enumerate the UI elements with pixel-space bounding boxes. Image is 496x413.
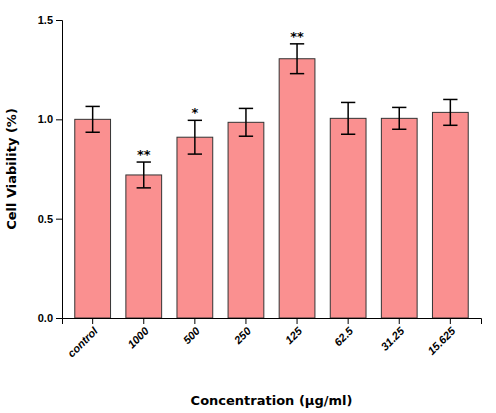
x-tick: control [65,318,101,360]
error-bar-stem [398,107,400,129]
error-bar [443,99,457,125]
significance-label: * [191,105,198,120]
significance-label: ** [137,147,151,162]
x-tick-label: 125 [283,324,305,346]
error-bar-cap [341,133,355,135]
y-tick: 1.0 [38,113,62,125]
x-tick-label: 62.5 [332,324,356,348]
error-bar-stem [347,102,349,134]
error-bar-cap [443,125,457,127]
bar [228,122,264,318]
bar [126,175,162,318]
error-bar [341,102,355,134]
x-tick: 15.625 [425,318,458,357]
x-tick-mark [297,318,298,324]
y-tick-label: 1.0 [38,113,53,125]
error-bar-cap [392,129,406,131]
y-tick-mark [56,119,62,120]
x-tick-label: 1000 [125,324,151,350]
x-tick-label: control [65,324,101,360]
x-tick-label: 250 [231,324,254,347]
y-tick: 0.0 [38,312,62,324]
error-bar-cap [392,107,406,109]
error-bar [239,108,253,136]
error-bar-stem [92,106,94,132]
y-tick-label: 0.5 [38,213,53,225]
marks [75,44,468,318]
bar [330,118,366,318]
x-tick: 250 [231,318,254,347]
error-bar [137,162,151,188]
significance-label: ** [290,29,304,44]
error-bar-cap [239,108,253,110]
x-axis: control 1000 500 250 125 62.5 31.25 15.625 [63,318,482,360]
x-tick-label: 500 [181,324,203,346]
x-tick-label: 15.625 [425,324,458,357]
error-bar-stem [245,108,247,136]
x-tick-mark [245,318,246,324]
y-tick: 1.5 [38,14,62,26]
x-tick: 1000 [125,318,151,350]
x-tick-mark [92,318,93,324]
y-tick: 0.5 [38,213,62,225]
y-axis-line [56,21,63,319]
plot: 0.0 0.5 1.0 1.5 control 1000 500 250 125 62.5 31.2… [4,14,482,408]
annotations: ***** [137,29,304,162]
bar [279,59,315,318]
error-bar [86,106,100,132]
error-bar-cap [188,153,202,155]
error-bar-stem [296,44,298,74]
x-tick-mark [348,318,349,324]
x-tick: 125 [283,318,305,346]
x-tick-mark [194,318,195,324]
bar [177,137,213,318]
x-axis-title: Concentration (μg/ml) [191,393,353,408]
y-axis-title: Cell Viability (%) [4,108,19,230]
y-tick-mark [56,20,62,21]
error-bar-cap [341,102,355,104]
y-axis: 0.0 0.5 1.0 1.5 [38,14,63,324]
error-bar-cap [86,106,100,108]
x-tick: 31.25 [378,318,407,353]
error-bar [392,107,406,129]
error-bar [188,120,202,154]
error-bar-stem [143,162,145,188]
error-bar-cap [86,131,100,133]
bar [75,119,111,318]
error-bar-cap [239,135,253,137]
error-bar-cap [443,99,457,101]
bar [432,112,468,318]
bar [381,118,417,318]
error-bar-cap [137,187,151,189]
x-axis-line [63,319,482,325]
error-bar-cap [290,73,304,75]
chart: 0.0 0.5 1.0 1.5 control 1000 500 250 125 62.5 31.2… [0,0,496,413]
x-tick: 62.5 [332,318,356,348]
x-tick: 500 [181,318,203,346]
y-tick-label: 1.5 [38,14,53,26]
y-tick-label: 0.0 [38,312,53,324]
x-tick-mark [399,318,400,324]
error-bar-stem [450,99,452,125]
y-tick-mark [56,219,62,220]
error-bar [290,44,304,74]
error-bar-stem [194,120,196,154]
y-tick-mark [56,318,62,319]
x-tick-label: 31.25 [378,324,407,353]
x-tick-mark [450,318,451,324]
x-tick-mark [143,318,144,324]
